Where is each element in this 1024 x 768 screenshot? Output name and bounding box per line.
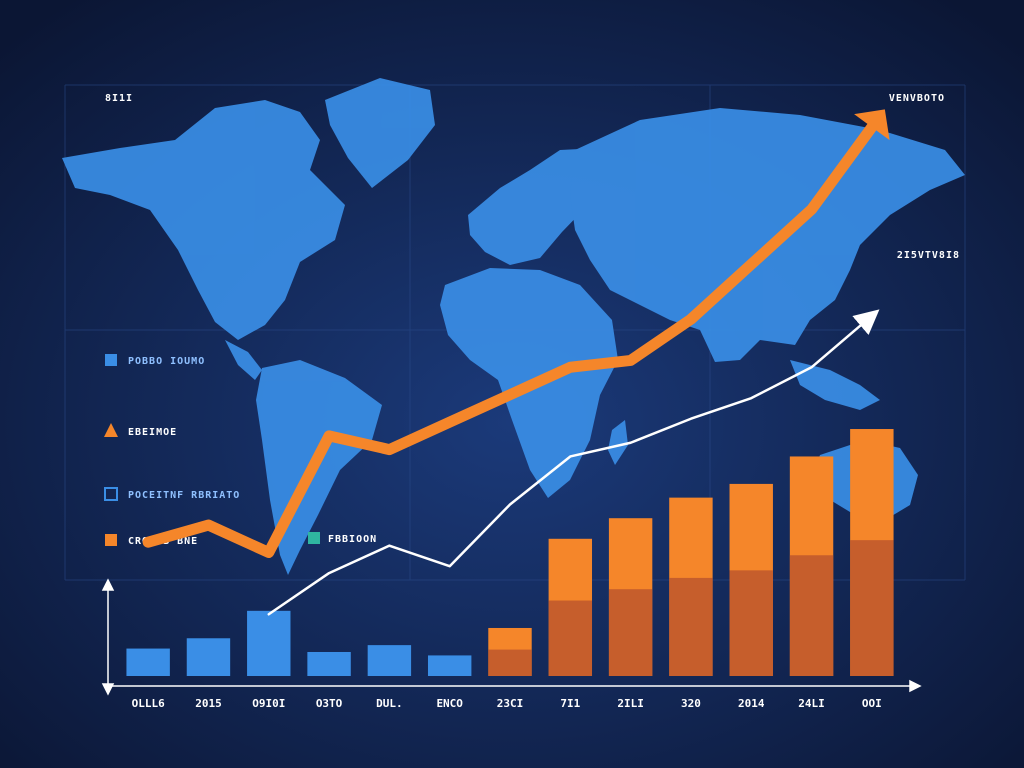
x-tick-label-8: 2ILI — [617, 697, 644, 710]
madagascar-shape — [608, 420, 628, 465]
legend-label-2: POCEITNF RBRIATO — [128, 490, 240, 501]
legend-marker-1 — [104, 423, 118, 437]
bar-orange-shade-12 — [850, 540, 894, 676]
bar-orange-shade-8 — [608, 589, 653, 676]
x-tick-label-11: 24LI — [798, 697, 825, 710]
y-axis-arrow-top — [101, 578, 115, 591]
asia-shape — [570, 108, 965, 362]
x-tick-label-10: 2014 — [738, 697, 765, 710]
axes — [101, 578, 922, 696]
bar-orange-shade-11 — [789, 555, 834, 676]
bar-orange-shade-10 — [729, 570, 773, 676]
right-mid-label: 2I5VTV8I8 — [897, 250, 960, 261]
legend-marker-3 — [105, 534, 117, 546]
legend-marker-0 — [105, 354, 117, 366]
legend-label-4: FBBIOON — [328, 534, 377, 545]
bar-orange-shade-9 — [669, 577, 713, 676]
bar-blue-3 — [307, 651, 351, 676]
x-tick-label-4: DUL. — [376, 697, 403, 710]
top-left-label: 8I1I — [105, 93, 133, 104]
legend-marker-4 — [308, 532, 320, 544]
lines-group — [142, 109, 890, 616]
bar-blue-2 — [247, 610, 291, 676]
legend-label-1: EBEIMOE — [128, 427, 177, 438]
x-tick-labels: OLLL6 2015 O9I0I O3TO DUL. ENCO 23CI 7I1 2ILI 320… — [132, 697, 882, 710]
north-america-shape — [62, 100, 345, 340]
x-axis-arrow — [909, 679, 922, 693]
x-tick-label-9: 320 — [681, 697, 701, 710]
central-america-shape — [225, 340, 262, 380]
bar-blue-4 — [367, 645, 412, 676]
x-tick-label-3: O3TO — [316, 697, 343, 710]
x-tick-label-1: 2015 — [195, 697, 222, 710]
x-tick-label-7: 7I1 — [560, 697, 580, 710]
legend-label-0: POBBO IOUMO — [128, 356, 205, 367]
trend-arrowhead — [854, 109, 890, 141]
x-tick-label-2: O9I0I — [252, 697, 285, 710]
bar-orange-shade-6 — [488, 649, 532, 676]
top-right-label: VENVBOTO — [889, 93, 945, 104]
x-tick-label-0: OLLL6 — [132, 697, 165, 710]
bar-blue-0 — [126, 648, 170, 676]
bar-blue-1 — [186, 638, 231, 676]
series-line-2 — [267, 309, 880, 616]
legend-marker-2 — [104, 487, 118, 501]
x-tick-label-5: ENCO — [436, 697, 463, 710]
bars-group — [126, 429, 894, 676]
x-tick-label-12: OOI — [862, 697, 882, 710]
greenland-shape — [325, 78, 435, 188]
bar-orange-shade-7 — [548, 600, 593, 676]
x-tick-label-6: 23CI — [497, 697, 524, 710]
bar-blue-5 — [427, 655, 472, 676]
series-line-3 — [142, 121, 878, 559]
southeast-asia-shape — [790, 360, 880, 410]
